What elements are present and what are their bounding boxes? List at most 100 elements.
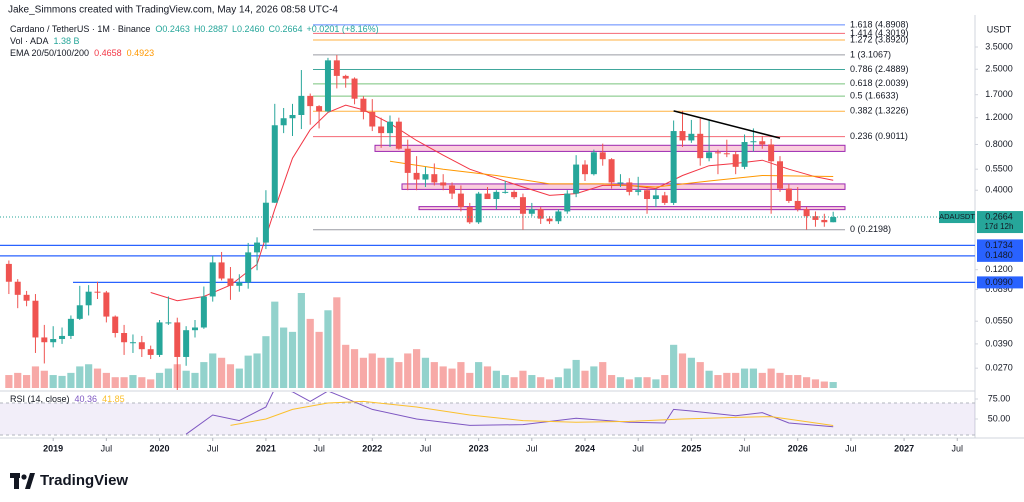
- rsi-tick-label: 75.00: [988, 393, 1011, 403]
- candle-body: [129, 342, 136, 344]
- volume-bar: [147, 379, 155, 388]
- volume-bar: [687, 357, 695, 388]
- rsi-title: RSI (14, close): [10, 394, 70, 404]
- volume-bar: [740, 368, 749, 388]
- candle-body: [475, 193, 482, 223]
- volume-bar: [492, 370, 500, 388]
- volume-bar: [776, 372, 784, 388]
- candle-body: [298, 95, 305, 115]
- volume-bar: [590, 366, 598, 388]
- candle-body: [351, 78, 358, 99]
- axes: 3.5000 2.5000 1.7000 1.2000 0.8000 0.5500 0.40…: [43, 41, 1023, 453]
- volume-bar: [262, 336, 270, 388]
- volume-bar: [155, 372, 164, 388]
- volume-bar: [395, 362, 403, 388]
- candle-body: [165, 322, 172, 324]
- h-line-tag: [977, 276, 1023, 289]
- candle-body: [608, 159, 615, 183]
- candle-body: [555, 211, 562, 222]
- candle-body: [85, 291, 92, 306]
- candle-body: [688, 133, 695, 141]
- candle-body: [227, 278, 234, 286]
- candle-body: [112, 316, 119, 334]
- zone: [418, 206, 846, 211]
- candle-body: [759, 141, 766, 145]
- h-line-label: 0.1734: [985, 240, 1013, 250]
- volume-bar: [607, 375, 616, 388]
- candle-body: [422, 174, 429, 180]
- candle-body: [457, 193, 464, 208]
- candle-body: [697, 133, 704, 159]
- rsi-line: [230, 400, 834, 426]
- zone: [401, 183, 846, 190]
- volume-bar: [714, 375, 722, 388]
- fib-label: 1.272 (3.8920): [850, 34, 909, 44]
- candle-body: [103, 292, 110, 317]
- price-pane: [0, 24, 975, 390]
- legend-ohlc: Cardano / TetherUS · 1M · Binance O0.2463…: [10, 24, 379, 34]
- candle-body: [32, 300, 39, 338]
- volume-bar: [616, 377, 625, 388]
- y-tick-label: 0.8000: [985, 139, 1013, 149]
- volume-bar: [412, 349, 421, 388]
- fib-label: 1.414 (4.3019): [850, 28, 909, 38]
- rsi-ma-last: 41.85: [102, 394, 125, 404]
- price-tag: [977, 211, 1023, 234]
- candle-body: [812, 216, 819, 220]
- candle-body: [333, 60, 340, 76]
- x-tick-label: 2024: [575, 443, 595, 453]
- volume-bar: [811, 379, 820, 388]
- candle-body: [236, 282, 243, 286]
- candle-body: [626, 182, 633, 192]
- volume-bar: [625, 379, 633, 388]
- volume-bar: [448, 368, 456, 388]
- x-tick-label: 2023: [469, 443, 489, 453]
- volume-bar: [14, 372, 22, 388]
- volume-bar: [634, 377, 642, 388]
- legend-rsi: RSI (14, close) 40.36 41.85: [10, 394, 125, 404]
- fib-label: 0.236 (0.9011): [850, 131, 908, 141]
- volume-bar: [342, 344, 350, 388]
- candle-body: [590, 152, 597, 175]
- fib-label: 1.618 (4.8908): [850, 19, 909, 29]
- candle-body: [528, 209, 535, 214]
- volume-bar: [288, 331, 297, 388]
- volume-bar: [386, 357, 394, 388]
- volume-bar: [306, 318, 314, 388]
- volume-bar: [297, 293, 305, 388]
- y-tick-label: 1.7000: [985, 89, 1013, 99]
- candle-body: [546, 218, 553, 222]
- candle-body: [121, 333, 128, 343]
- volume-bar: [244, 355, 252, 388]
- symbol: Cardano / TetherUS · 1M · Binance: [10, 24, 150, 34]
- volume-bar: [67, 372, 75, 388]
- x-tick-label: Jul: [420, 443, 432, 453]
- volume-bar: [22, 375, 31, 388]
- candle-body: [316, 106, 323, 112]
- candle-body: [138, 342, 145, 350]
- volume-bar: [483, 366, 492, 388]
- candle-body: [307, 95, 314, 107]
- volume-bar: [563, 368, 571, 388]
- volume-bar: [705, 370, 713, 388]
- candle-body: [59, 335, 66, 340]
- x-tick-label: Jul: [845, 443, 857, 453]
- candle-body: [50, 339, 57, 343]
- candle-body: [803, 209, 810, 217]
- symbol-tag-label: ADAUSDT: [939, 212, 975, 221]
- volume-bar: [164, 368, 173, 388]
- legend-low: L0.2460: [232, 24, 265, 34]
- volume-bar: [545, 379, 554, 388]
- legend-change: +0.0201 (+8.16%): [307, 24, 379, 34]
- fib-label: 0.618 (2.0039): [850, 78, 909, 88]
- volume-bar: [572, 359, 580, 388]
- volume-bar: [820, 381, 828, 388]
- legend-open: O0.2463: [155, 24, 190, 34]
- y-tick-label: 0.5500: [985, 164, 1013, 174]
- candle-body: [218, 262, 225, 279]
- candle-body: [706, 152, 713, 159]
- y-tick-label: 0.0550: [985, 316, 1013, 326]
- volume-bar: [785, 375, 793, 388]
- y-tick-label: 0.0270: [985, 363, 1013, 373]
- volume-bar: [501, 375, 509, 388]
